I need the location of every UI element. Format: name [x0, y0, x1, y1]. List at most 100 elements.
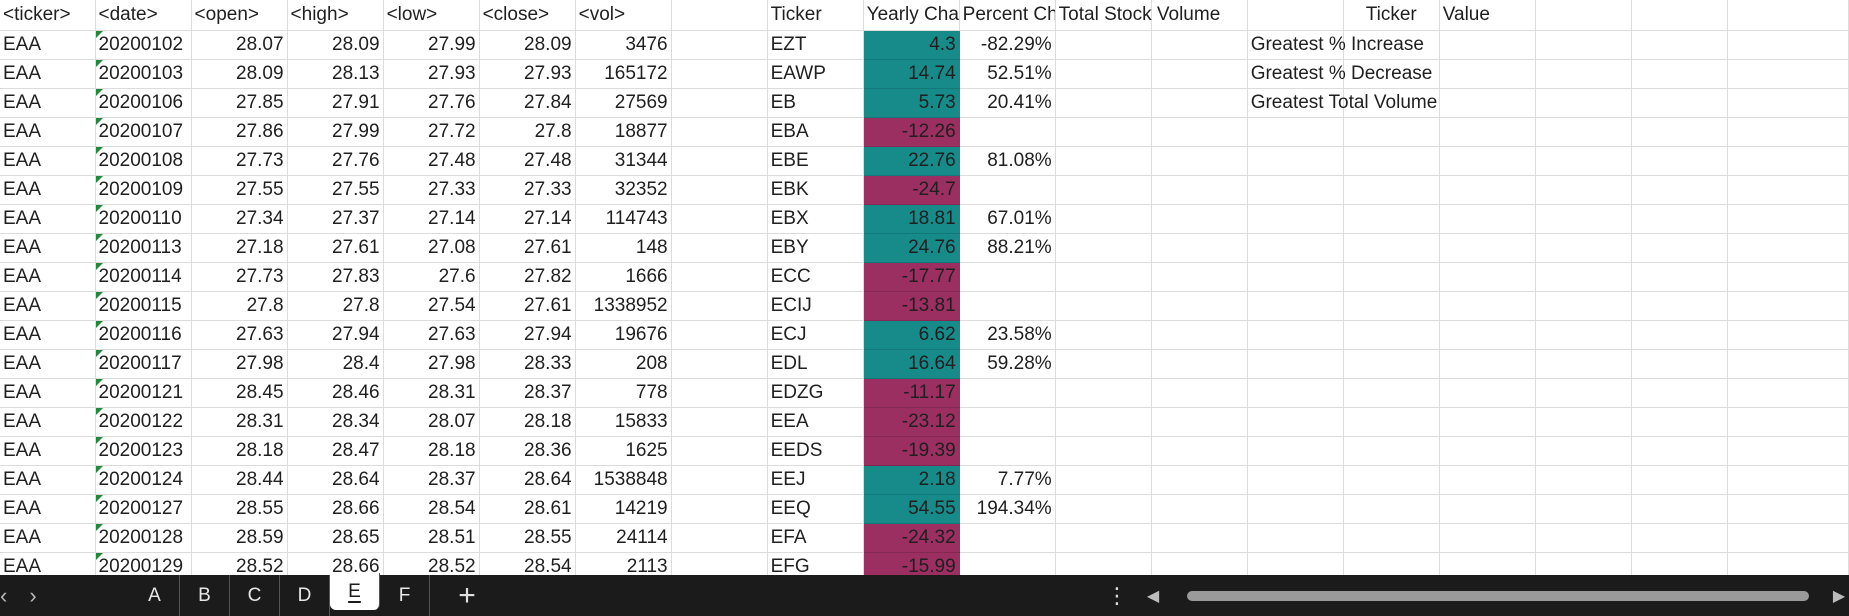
- cell-ticker[interactable]: EAA: [0, 204, 96, 234]
- cell-open[interactable]: 28.59: [191, 523, 288, 553]
- empty-cell[interactable]: [1631, 233, 1728, 263]
- empty-cell[interactable]: [1151, 494, 1248, 524]
- summary-label[interactable]: Greatest % Decrease: [1247, 59, 1432, 89]
- cell-open[interactable]: 28.31: [191, 407, 288, 437]
- cell-date[interactable]: 20200109: [95, 175, 192, 205]
- empty-cell[interactable]: [1151, 378, 1248, 408]
- cell-yearly-change[interactable]: 54.55: [863, 494, 960, 524]
- cell-open[interactable]: 28.55: [191, 494, 288, 524]
- cell-vol[interactable]: 778: [575, 378, 672, 408]
- empty-cell[interactable]: [1631, 30, 1728, 60]
- cell-low[interactable]: 27.98: [383, 349, 480, 379]
- cell-yearly-change[interactable]: -11.17: [863, 378, 960, 408]
- empty-cell[interactable]: [1151, 59, 1248, 89]
- empty-cell[interactable]: [1247, 378, 1344, 408]
- cell-ticker[interactable]: EAA: [0, 175, 96, 205]
- empty-cell[interactable]: [1727, 436, 1849, 466]
- cell-high[interactable]: 28.47: [287, 436, 384, 466]
- empty-cell[interactable]: [1055, 378, 1152, 408]
- empty-cell[interactable]: [1727, 320, 1849, 350]
- empty-cell[interactable]: [1055, 407, 1152, 437]
- cell-close[interactable]: 27.14: [479, 204, 576, 234]
- empty-cell[interactable]: [1343, 465, 1440, 495]
- cell-close[interactable]: 27.61: [479, 291, 576, 321]
- empty-cell[interactable]: [1247, 523, 1344, 553]
- empty-cell[interactable]: [1535, 465, 1632, 495]
- empty-cell[interactable]: [1247, 204, 1344, 234]
- empty-cell[interactable]: [1055, 320, 1152, 350]
- cell-date[interactable]: 20200115: [95, 291, 192, 321]
- cell-open[interactable]: 27.18: [191, 233, 288, 263]
- empty-cell[interactable]: [1727, 523, 1849, 553]
- cell-yearly-change[interactable]: -24.7: [863, 175, 960, 205]
- cell-low[interactable]: 27.72: [383, 117, 480, 147]
- tab-sheet-d[interactable]: D: [280, 575, 330, 616]
- empty-cell[interactable]: [1535, 204, 1632, 234]
- header-empty-cell[interactable]: [1247, 0, 1344, 31]
- cell-yearly-change[interactable]: -19.39: [863, 436, 960, 466]
- empty-cell[interactable]: [1439, 59, 1536, 89]
- tab-options-icon[interactable]: ⋮: [1106, 582, 1128, 608]
- cell-close[interactable]: 28.61: [479, 494, 576, 524]
- empty-cell[interactable]: [1439, 146, 1536, 176]
- empty-cell[interactable]: [1343, 175, 1440, 205]
- empty-cell[interactable]: [1535, 117, 1632, 147]
- cell-ticker[interactable]: EAA: [0, 117, 96, 147]
- tab-sheet-c[interactable]: C: [230, 575, 280, 616]
- cell-high[interactable]: 27.37: [287, 204, 384, 234]
- cell-percent-change[interactable]: -82.29%: [959, 30, 1056, 60]
- empty-cell[interactable]: [1055, 146, 1152, 176]
- cell-ticker[interactable]: EAA: [0, 262, 96, 292]
- header-yearly-change[interactable]: Yearly Change: [863, 0, 960, 31]
- scroll-tabs-right-icon[interactable]: ›: [29, 582, 37, 608]
- cell-date[interactable]: 20200106: [95, 88, 192, 118]
- empty-cell[interactable]: [1439, 233, 1536, 263]
- empty-cell[interactable]: [1439, 291, 1536, 321]
- horizontal-scrollbar[interactable]: ◀ ▶: [1143, 583, 1849, 608]
- empty-cell[interactable]: [1151, 175, 1248, 205]
- empty-cell[interactable]: [671, 117, 768, 147]
- cell-result-ticker[interactable]: EZT: [767, 30, 864, 60]
- empty-cell[interactable]: [1151, 88, 1248, 118]
- empty-cell[interactable]: [1343, 88, 1440, 118]
- cell-low[interactable]: 28.31: [383, 378, 480, 408]
- cell-result-ticker[interactable]: EBA: [767, 117, 864, 147]
- cell-close[interactable]: 28.37: [479, 378, 576, 408]
- empty-cell[interactable]: [1151, 233, 1248, 263]
- empty-cell[interactable]: [1343, 494, 1440, 524]
- empty-cell[interactable]: [1727, 465, 1849, 495]
- cell-high[interactable]: 27.8: [287, 291, 384, 321]
- cell-ticker[interactable]: EAA: [0, 523, 96, 553]
- cell-open[interactable]: 27.73: [191, 262, 288, 292]
- cell-close[interactable]: 27.8: [479, 117, 576, 147]
- empty-cell[interactable]: [1727, 59, 1849, 89]
- cell-result-ticker[interactable]: EFA: [767, 523, 864, 553]
- cell-vol[interactable]: 1666: [575, 262, 672, 292]
- empty-cell[interactable]: [1439, 407, 1536, 437]
- cell-vol[interactable]: 114743: [575, 204, 672, 234]
- empty-cell[interactable]: [671, 378, 768, 408]
- cell-vol[interactable]: 208: [575, 349, 672, 379]
- cell-close[interactable]: 28.33: [479, 349, 576, 379]
- empty-cell[interactable]: [1247, 465, 1344, 495]
- empty-cell[interactable]: [671, 59, 768, 89]
- cell-yearly-change[interactable]: 22.76: [863, 146, 960, 176]
- cell-ticker[interactable]: EAA: [0, 378, 96, 408]
- empty-cell[interactable]: [1727, 378, 1849, 408]
- cell-open[interactable]: 28.18: [191, 436, 288, 466]
- summary-label[interactable]: Greatest Total Volume: [1247, 88, 1437, 118]
- empty-cell[interactable]: [1631, 146, 1728, 176]
- empty-cell[interactable]: [1631, 349, 1728, 379]
- spreadsheet-grid[interactable]: <ticker> <date> <open> <high> <low> <close> <v…: [0, 0, 1849, 582]
- empty-cell[interactable]: [671, 349, 768, 379]
- empty-cell[interactable]: [671, 175, 768, 205]
- empty-cell[interactable]: [1439, 523, 1536, 553]
- header-empty-cell[interactable]: [1535, 0, 1632, 31]
- cell-high[interactable]: 28.34: [287, 407, 384, 437]
- empty-cell[interactable]: [1151, 436, 1248, 466]
- cell-close[interactable]: 27.93: [479, 59, 576, 89]
- empty-cell[interactable]: [1439, 436, 1536, 466]
- empty-cell[interactable]: [1535, 494, 1632, 524]
- cell-vol[interactable]: 148: [575, 233, 672, 263]
- empty-cell[interactable]: [1727, 291, 1849, 321]
